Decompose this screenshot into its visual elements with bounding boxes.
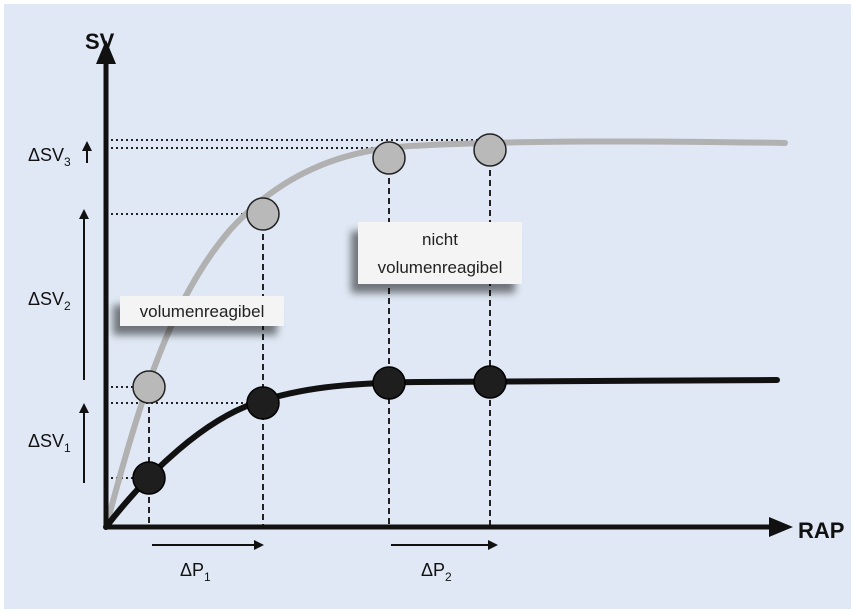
label-dp1-sub: 1 [204,570,211,584]
curve-responsive-upper [103,138,788,530]
dsv1-arrowhead [79,403,89,413]
label-dsv2-sub: 2 [64,299,71,313]
x-axis-arrowhead [769,517,793,537]
label-dsv1-sub: 1 [64,441,71,455]
delta-arrows-horizontal [152,540,498,550]
marker-lower-1 [132,461,166,495]
box-responsive: volumenreagibel [120,296,284,326]
delta-arrows-vertical [79,141,92,483]
box-non-responsive-bg [358,222,522,284]
curve-lower [103,377,780,530]
label-dsv2-base: ΔSV [28,289,64,309]
dp2-arrowhead [488,540,498,550]
axes [96,40,793,537]
marker-upper-2 [246,197,280,231]
marker-lower-2 [246,386,280,420]
box-non-responsive-line1: nicht [422,230,458,249]
label-dp2-sub: 2 [445,570,452,584]
marker-lower-3 [372,366,406,400]
upper-markers [132,133,507,404]
label-dp2-base: ΔP [421,560,445,580]
label-dsv1: ΔSV1 [28,431,71,455]
marker-lower-4 [473,365,507,399]
dsv2-arrowhead [79,209,89,219]
box-responsive-label: volumenreagibel [140,302,265,321]
label-dp2: ΔP2 [421,560,452,584]
vertical-guides [148,150,491,527]
dp1-arrowhead [254,540,264,550]
dsv3-arrowhead [82,141,92,151]
box-responsive-bg [120,296,284,326]
label-dsv3-base: ΔSV [28,145,64,165]
label-dp1: ΔP1 [180,560,211,584]
marker-upper-4 [473,133,507,167]
label-dsv2: ΔSV2 [28,289,71,313]
box-non-responsive: nicht volumenreagibel [358,222,522,284]
label-dsv1-base: ΔSV [28,431,64,451]
y-axis-arrowhead [96,40,116,64]
marker-upper-1 [132,370,166,404]
label-dp1-base: ΔP [180,560,204,580]
y-axis-title: SV [85,29,115,54]
label-dsv3-sub: 3 [64,155,71,169]
x-axis-title: RAP [798,518,844,543]
marker-upper-3 [372,141,406,175]
box-non-responsive-line2: volumenreagibel [378,258,503,277]
label-dsv3: ΔSV3 [28,145,71,169]
lower-markers [132,365,507,495]
